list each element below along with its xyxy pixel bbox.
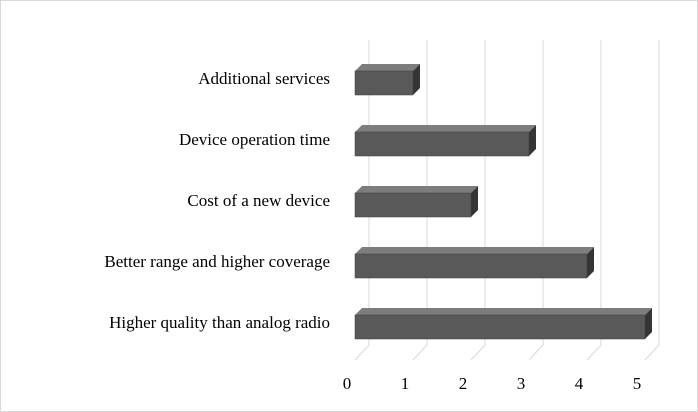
bar-side: [413, 64, 420, 95]
bar-top: [355, 64, 420, 71]
bar-side: [471, 186, 478, 217]
x-tick-label: 1: [401, 374, 410, 393]
y-tick-label: Device operation time: [179, 130, 330, 149]
bar-front: [354, 70, 414, 96]
y-tick-label: Cost of a new device: [187, 191, 330, 210]
bar: [354, 125, 536, 157]
x-tick-label: 5: [633, 374, 642, 393]
bar-front: [354, 131, 530, 157]
grid-line: [644, 40, 660, 361]
bar-top: [355, 247, 594, 254]
bar: [354, 186, 478, 218]
y-tick-label: Better range and higher coverage: [104, 252, 330, 271]
bar-side: [529, 125, 536, 156]
bar: [354, 247, 594, 279]
x-tick-label: 4: [575, 374, 584, 393]
x-tick-label: 2: [459, 374, 468, 393]
bar-front: [354, 192, 472, 218]
y-tick-label: Additional services: [198, 69, 330, 88]
x-tick-label: 3: [517, 374, 526, 393]
grid-line: [586, 40, 602, 361]
bar-top: [355, 125, 536, 132]
bar-top: [355, 186, 478, 193]
bar: [354, 64, 420, 96]
grid-line: [528, 40, 544, 361]
bar-side: [645, 308, 652, 339]
bar-front: [354, 314, 646, 340]
y-tick-label: Higher quality than analog radio: [109, 313, 330, 332]
bar-front: [354, 253, 588, 279]
bar: [354, 308, 652, 340]
bar-side: [587, 247, 594, 278]
bar-top: [355, 308, 652, 315]
x-tick-label: 0: [343, 374, 352, 393]
